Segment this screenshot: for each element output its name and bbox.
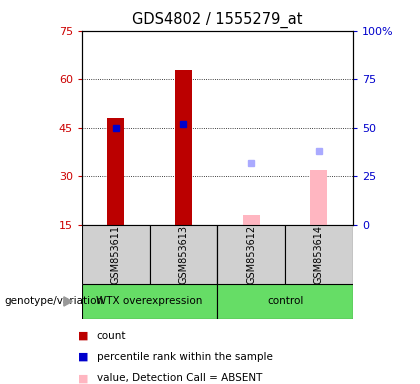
Bar — [218, 284, 353, 319]
Text: GSM853614: GSM853614 — [314, 225, 324, 284]
Text: percentile rank within the sample: percentile rank within the sample — [97, 352, 273, 362]
Bar — [218, 225, 285, 284]
Bar — [310, 170, 328, 225]
Text: ■: ■ — [78, 352, 88, 362]
Text: value, Detection Call = ABSENT: value, Detection Call = ABSENT — [97, 373, 262, 383]
Bar — [107, 118, 124, 225]
Bar — [175, 70, 192, 225]
Bar — [82, 284, 218, 319]
Text: GSM853612: GSM853612 — [246, 225, 256, 284]
Title: GDS4802 / 1555279_at: GDS4802 / 1555279_at — [132, 12, 302, 28]
Text: WTX overexpression: WTX overexpression — [97, 296, 203, 306]
Bar — [243, 215, 260, 225]
Text: ■: ■ — [78, 373, 88, 383]
Bar — [82, 225, 150, 284]
Text: ■: ■ — [78, 331, 88, 341]
Bar — [285, 225, 353, 284]
Text: GSM853613: GSM853613 — [178, 225, 189, 284]
Text: genotype/variation: genotype/variation — [4, 296, 103, 306]
Text: GSM853611: GSM853611 — [111, 225, 121, 284]
Text: control: control — [267, 296, 303, 306]
Text: count: count — [97, 331, 126, 341]
Bar — [150, 225, 218, 284]
